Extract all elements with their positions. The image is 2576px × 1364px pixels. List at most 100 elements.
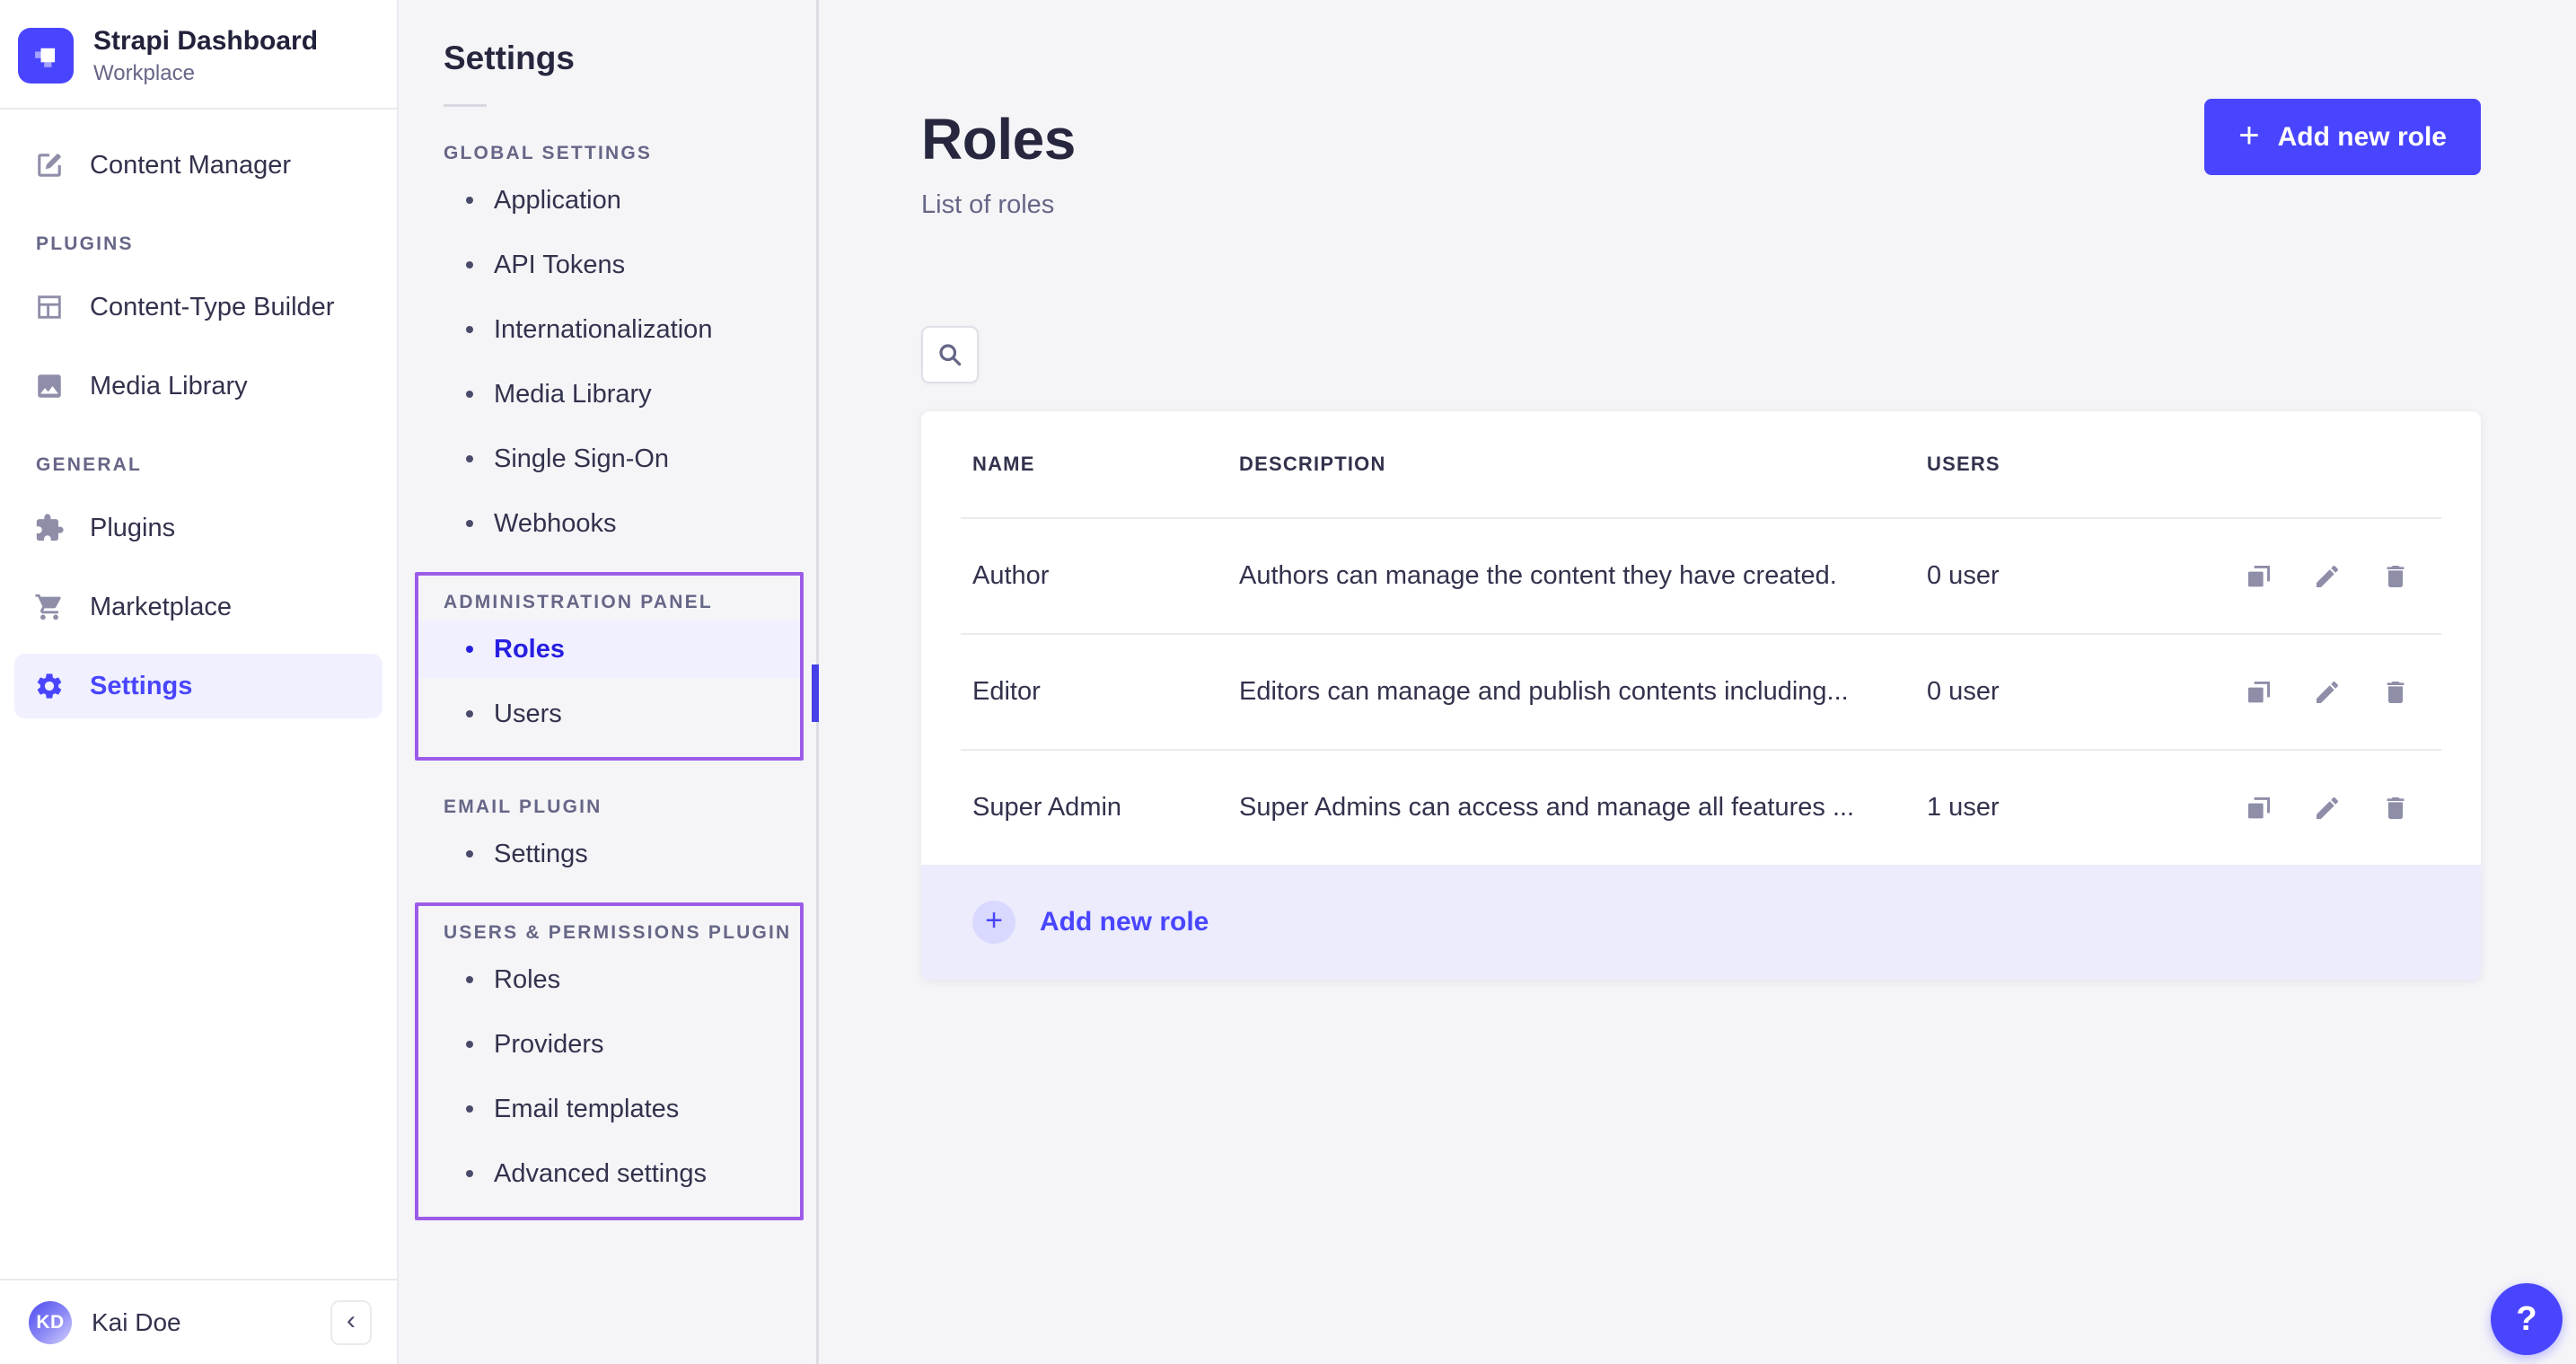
settings-item-admin-roles[interactable]: Roles <box>418 620 800 678</box>
scrollbar-thumb[interactable] <box>812 664 819 722</box>
table-row-editor[interactable]: Editor Editors can manage and publish co… <box>921 635 2481 749</box>
bullet-dot <box>466 326 473 333</box>
settings-item-label: Email templates <box>494 1094 680 1123</box>
strapi-logo-glyph <box>35 48 56 67</box>
duplicate-icon <box>2248 565 2270 586</box>
column-header-name: NAME <box>972 453 1035 475</box>
settings-item-up-providers[interactable]: Providers <box>418 1016 800 1073</box>
row-actions <box>2223 562 2430 591</box>
edit-button[interactable] <box>2313 678 2342 707</box>
sidebar-item-media-library[interactable]: Media Library <box>14 354 382 418</box>
bullet-dot <box>466 455 473 462</box>
role-name: Author <box>972 561 1050 590</box>
sidebar-section-plugins: PLUGINS <box>36 233 134 254</box>
delete-button[interactable] <box>2381 794 2410 823</box>
settings-item-webhooks[interactable]: Webhooks <box>399 495 816 552</box>
settings-item-label: Internationalization <box>494 314 713 344</box>
edit-button[interactable] <box>2313 794 2342 823</box>
footer-add-label: Add new role <box>1040 907 1209 937</box>
page-title: Roles <box>921 107 1076 172</box>
role-description: Authors can manage the content they have… <box>1239 561 1837 590</box>
settings-item-up-advanced-settings[interactable]: Advanced settings <box>418 1145 800 1202</box>
bullet-dot <box>466 1041 473 1048</box>
settings-item-up-email-templates[interactable]: Email templates <box>418 1080 800 1138</box>
settings-item-label: Roles <box>494 634 565 664</box>
settings-item-label: Advanced settings <box>494 1158 707 1188</box>
duplicate-icon <box>2248 796 2270 818</box>
avatar[interactable]: KD <box>29 1300 72 1344</box>
column-header-description: DESCRIPTION <box>1239 453 1386 475</box>
search-button[interactable] <box>921 326 979 383</box>
help-button[interactable]: ? <box>2491 1283 2563 1355</box>
role-users-count: 0 user <box>1927 677 2000 706</box>
sidebar-item-settings[interactable]: Settings <box>14 654 382 718</box>
section-label-email-plugin: EMAIL PLUGIN <box>444 796 602 817</box>
section-label-global-settings: GLOBAL SETTINGS <box>444 143 653 163</box>
bullet-dot <box>466 197 473 204</box>
sidebar-item-content-manager[interactable]: Content Manager <box>14 133 382 198</box>
brand[interactable]: Strapi Dashboard Workplace <box>0 0 397 108</box>
pencil-icon <box>2317 565 2339 587</box>
annotation-box-users-permissions-plugin: USERS & PERMISSIONS PLUGIN Roles Provide… <box>415 902 804 1220</box>
settings-section-global: GLOBAL SETTINGS Application API Tokens I… <box>399 143 816 552</box>
main-content: Roles List of roles + Add new role NAME … <box>819 0 2576 1364</box>
puzzle-icon <box>34 513 65 543</box>
image-icon <box>34 371 65 401</box>
side-nav: Content Manager PLUGINS Content-Type Bui… <box>0 110 397 718</box>
settings-item-admin-users[interactable]: Users <box>418 685 800 743</box>
roles-table: NAME DESCRIPTION USERS Author Authors ca… <box>921 411 2481 980</box>
settings-item-label: Settings <box>494 839 588 868</box>
bullet-dot <box>466 710 473 717</box>
cart-icon <box>34 592 65 622</box>
sidebar-footer: KD Kai Doe ‹ <box>0 1279 397 1364</box>
sidebar-item-label: Plugins <box>90 513 176 542</box>
settings-item-label: Providers <box>494 1029 604 1059</box>
duplicate-icon <box>2248 681 2270 702</box>
settings-panel-title: Settings <box>444 40 575 76</box>
table-row-super-admin[interactable]: Super Admin Super Admins can access and … <box>921 751 2481 865</box>
settings-item-single-sign-on[interactable]: Single Sign-On <box>399 430 816 488</box>
settings-item-internationalization[interactable]: Internationalization <box>399 301 816 358</box>
role-users-count: 0 user <box>1927 561 2000 590</box>
pencil-icon <box>2317 796 2339 819</box>
sidebar-item-marketplace[interactable]: Marketplace <box>14 575 382 639</box>
sidebar-item-content-type-builder[interactable]: Content-Type Builder <box>14 275 382 339</box>
trash-icon <box>2387 565 2405 587</box>
delete-button[interactable] <box>2381 678 2410 707</box>
row-divider <box>961 517 2441 519</box>
workspace-name: Workplace <box>93 61 195 85</box>
settings-item-email-settings[interactable]: Settings <box>399 825 816 883</box>
row-actions <box>2223 794 2430 823</box>
table-row-author[interactable]: Author Authors can manage the content th… <box>921 519 2481 633</box>
edit-button[interactable] <box>2313 562 2342 591</box>
add-new-role-button[interactable]: + Add new role <box>2204 99 2481 175</box>
add-new-role-footer[interactable]: + Add new role <box>921 865 2481 980</box>
delete-button[interactable] <box>2381 562 2410 591</box>
layout-grid-icon <box>34 292 65 322</box>
role-description: Editors can manage and publish contents … <box>1239 677 1849 706</box>
page-header: Roles List of roles + Add new role <box>921 99 2481 220</box>
plus-icon: + <box>2238 115 2260 155</box>
search-icon <box>936 341 963 368</box>
duplicate-button[interactable] <box>2245 794 2273 823</box>
sidebar-section-general: GENERAL <box>36 454 143 475</box>
user-name: Kai Doe <box>92 1307 181 1336</box>
settings-item-media-library[interactable]: Media Library <box>399 365 816 423</box>
sidebar-item-label: Media Library <box>90 371 248 400</box>
gear-icon <box>34 671 65 701</box>
row-divider <box>961 633 2441 635</box>
trash-icon <box>2387 796 2405 819</box>
duplicate-button[interactable] <box>2245 562 2273 591</box>
collapse-sidebar-button[interactable]: ‹ <box>330 1299 372 1345</box>
settings-item-api-tokens[interactable]: API Tokens <box>399 236 816 294</box>
sidebar-item-plugins[interactable]: Plugins <box>14 496 382 560</box>
settings-item-application[interactable]: Application <box>399 172 816 229</box>
table-header-row: NAME DESCRIPTION USERS <box>921 411 2481 517</box>
duplicate-button[interactable] <box>2245 678 2273 707</box>
bullet-dot <box>466 646 473 653</box>
settings-item-up-roles[interactable]: Roles <box>418 951 800 1008</box>
settings-item-label: Media Library <box>494 379 652 409</box>
divider <box>444 104 487 107</box>
app-title: Strapi Dashboard <box>93 26 319 56</box>
settings-section-email-plugin: EMAIL PLUGIN Settings <box>399 796 816 883</box>
